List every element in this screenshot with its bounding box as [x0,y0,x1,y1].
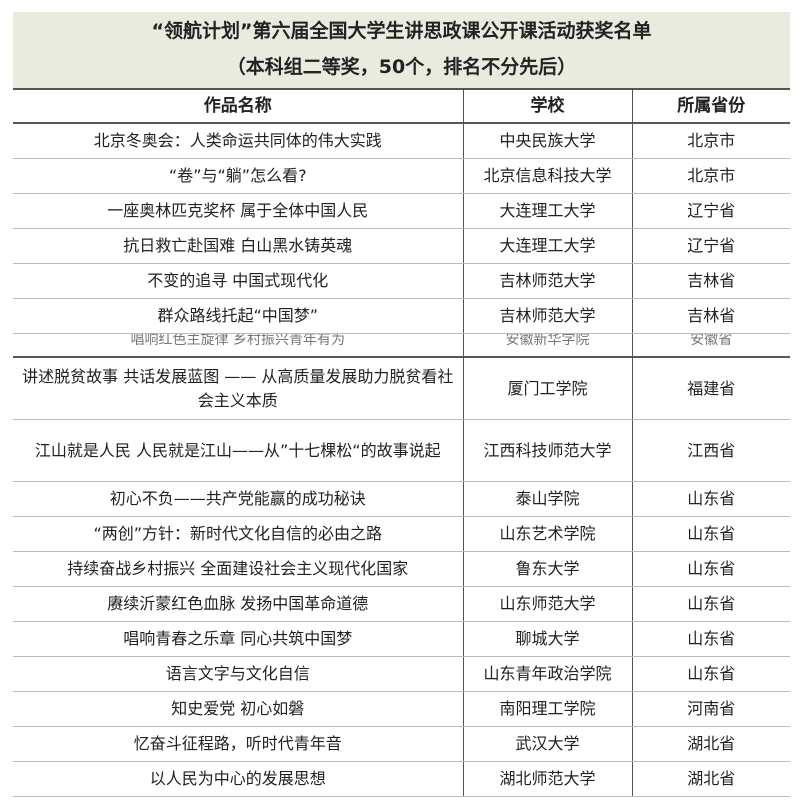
cell-province: 山东省 [632,656,790,692]
cell-province: 山东省 [632,621,790,657]
table-header: 作品名称 学校 所属省份 [13,90,790,124]
cell-school: 吉林师范大学 [463,298,633,334]
cell-school: 中央民族大学 [463,123,633,159]
cell-work-title: 知史爱党 初心如磐 [13,691,464,727]
cell-province: 吉林省 [632,298,790,334]
cell-province: 吉林省 [632,263,790,299]
cell-province: 福建省 [632,357,790,420]
cell-school: 吉林师范大学 [463,263,633,299]
cell-school: 武汉大学 [463,726,633,762]
cell-province: 河南省 [632,691,790,727]
cell-province: 山东省 [632,586,790,622]
table-row: 江山就是人民 人民就是江山——从”十七棵松“的故事说起 江西科技师范大学 江西省 [13,419,790,482]
cell-province: 湖北省 [632,726,790,762]
table-row: 唱响青春之乐章 同心共筑中国梦 聊城大学 山东省 [13,621,790,657]
cell-work-title: 群众路线托起“中国梦” [13,298,464,334]
cell-work-title: 忆奋斗征程路，听时代青年音 [13,726,464,762]
table-row: 忆奋斗征程路，听时代青年音 武汉大学 湖北省 [13,726,790,762]
cell-work-title: 江山就是人民 人民就是江山——从”十七棵松“的故事说起 [13,419,464,482]
table-row: 唱响红色主旋律 乡村振兴青年有为 安徽新华学院 安徽省 [13,333,790,358]
cell-school: 聊城大学 [463,621,633,657]
table-row: “卷”与“躺”怎么看? 北京信息科技大学 北京市 [13,158,790,194]
table-row: 持续奋战乡村振兴 全面建设社会主义现代化国家 鲁东大学 山东省 [13,551,790,587]
header-province: 所属省份 [632,90,790,124]
table-row: 不变的追寻 中国式现代化 吉林师范大学 吉林省 [13,263,790,299]
cell-province: 北京市 [632,158,790,194]
cell-school: 鲁东大学 [463,551,633,587]
cell-province: 湖北省 [632,761,790,797]
table-row: 一座奥林匹克奖杯 属于全体中国人民 大连理工大学 辽宁省 [13,193,790,229]
document-title: “领航计划”第六届全国大学生讲思政课公开课活动获奖名单 [151,20,652,42]
table-row: 群众路线托起“中国梦” 吉林师范大学 吉林省 [13,298,790,334]
cell-province: 辽宁省 [632,193,790,229]
cell-work-title: “两创”方针：新时代文化自信的必由之路 [13,516,464,552]
header-work-title: 作品名称 [13,90,464,124]
cell-work-title: 一座奥林匹克奖杯 属于全体中国人民 [13,193,464,229]
cell-school: 泰山学院 [463,481,633,517]
cell-work-title: 初心不负——共产党能赢的成功秘诀 [13,481,464,517]
cell-work-title: 讲述脱贫故事 共话发展蓝图 —— 从高质量发展助力脱贫看社会主义本质 [13,357,464,420]
cell-school: 大连理工大学 [463,193,633,229]
cell-work-title: 语言文字与文化自信 [13,656,464,692]
cell-school: 安徽新华学院 [463,333,633,358]
cell-school: 南阳理工学院 [463,691,633,727]
table-row: 语言文字与文化自信 山东青年政治学院 山东省 [13,656,790,692]
title-banner: “领航计划”第六届全国大学生讲思政课公开课活动获奖名单 （本科组二等奖，50个，… [13,12,790,90]
cell-school: 厦门工学院 [463,357,633,420]
cell-work-title: 赓续沂蒙红色血脉 发扬中国革命道德 [13,586,464,622]
cell-work-title: 唱响红色主旋律 乡村振兴青年有为 [13,333,464,358]
cell-work-title: 北京冬奥会：人类命运共同体的伟大实践 [13,123,464,159]
table-row: 北京冬奥会：人类命运共同体的伟大实践 中央民族大学 北京市 [13,123,790,159]
table-row: 知史爱党 初心如磐 南阳理工学院 河南省 [13,691,790,727]
table-row: “两创”方针：新时代文化自信的必由之路 山东艺术学院 山东省 [13,516,790,552]
table-row: 以人民为中心的发展思想 湖北师范大学 湖北省 [13,761,790,797]
cell-school: 大连理工大学 [463,228,633,264]
cell-province: 北京市 [632,123,790,159]
cell-province: 山东省 [632,516,790,552]
cell-province: 辽宁省 [632,228,790,264]
cell-province: 山东省 [632,481,790,517]
table-row: 抗日救亡赴国难 白山黑水铸英魂 大连理工大学 辽宁省 [13,228,790,264]
cell-work-title: 持续奋战乡村振兴 全面建设社会主义现代化国家 [13,551,464,587]
award-list-document: “领航计划”第六届全国大学生讲思政课公开课活动获奖名单 （本科组二等奖，50个，… [13,12,790,797]
cell-work-title: 以人民为中心的发展思想 [13,761,464,797]
cell-school: 湖北师范大学 [463,761,633,797]
cell-school: 江西科技师范大学 [463,419,633,482]
cell-work-title: 唱响青春之乐章 同心共筑中国梦 [13,621,464,657]
cell-school: 北京信息科技大学 [463,158,633,194]
cell-school: 山东艺术学院 [463,516,633,552]
cell-work-title: “卷”与“躺”怎么看? [13,158,464,194]
cell-work-title: 不变的追寻 中国式现代化 [13,263,464,299]
cell-school: 山东师范大学 [463,586,633,622]
document-subtitle: （本科组二等奖，50个，排名不分先后） [226,56,577,78]
table-row: 初心不负——共产党能赢的成功秘诀 泰山学院 山东省 [13,481,790,517]
cell-province: 山东省 [632,551,790,587]
table-row: 讲述脱贫故事 共话发展蓝图 —— 从高质量发展助力脱贫看社会主义本质 厦门工学院福… [13,357,790,420]
cell-school: 山东青年政治学院 [463,656,633,692]
cell-province: 江西省 [632,419,790,482]
header-school: 学校 [463,90,633,124]
cell-province: 安徽省 [632,333,790,358]
cell-work-title: 抗日救亡赴国难 白山黑水铸英魂 [13,228,464,264]
award-table: 作品名称 学校 所属省份 北京冬奥会：人类命运共同体的伟大实践 中央民族大学 北京市… [13,90,790,797]
table-row: 赓续沂蒙红色血脉 发扬中国革命道德 山东师范大学 山东省 [13,586,790,622]
